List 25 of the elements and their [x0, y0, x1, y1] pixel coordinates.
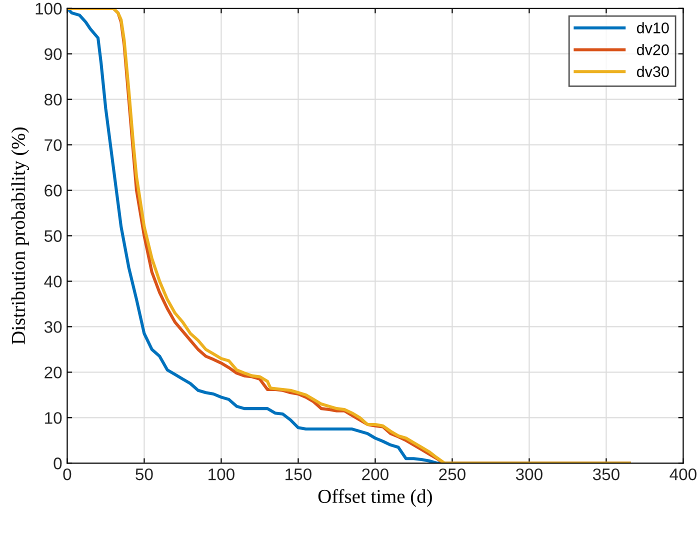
x-tick-label: 50	[136, 468, 153, 480]
y-tick-label: 30	[44, 321, 62, 333]
x-tick-label: 150	[286, 468, 312, 480]
legend-label: dv30	[636, 66, 669, 78]
x-tick-label: 400	[670, 468, 696, 480]
y-tick-label: 90	[44, 48, 62, 60]
y-tick-label: 0	[54, 458, 62, 470]
x-tick-label: 0	[63, 468, 72, 480]
legend-label: dv20	[636, 44, 669, 56]
legend-label: dv10	[636, 22, 669, 34]
y-tick-label: 100	[36, 2, 62, 15]
y-tick-label: 80	[44, 94, 62, 106]
y-tick-label: 40	[44, 276, 62, 288]
y-tick-label: 60	[44, 184, 62, 196]
x-tick-label: 350	[592, 468, 620, 480]
x-tick-label: 200	[362, 468, 388, 480]
x-axis-title: Offset time (d)	[318, 489, 432, 507]
x-tick-label: 100	[208, 468, 234, 480]
y-tick-label: 20	[44, 366, 62, 378]
x-tick-label: 250	[439, 468, 466, 480]
x-tick-label: 300	[516, 468, 542, 480]
y-tick-label: 10	[45, 412, 62, 424]
y-tick-label: 50	[44, 230, 62, 242]
y-tick-label: 70	[44, 139, 62, 152]
y-axis-title: Distribution probability (%)	[11, 128, 29, 344]
